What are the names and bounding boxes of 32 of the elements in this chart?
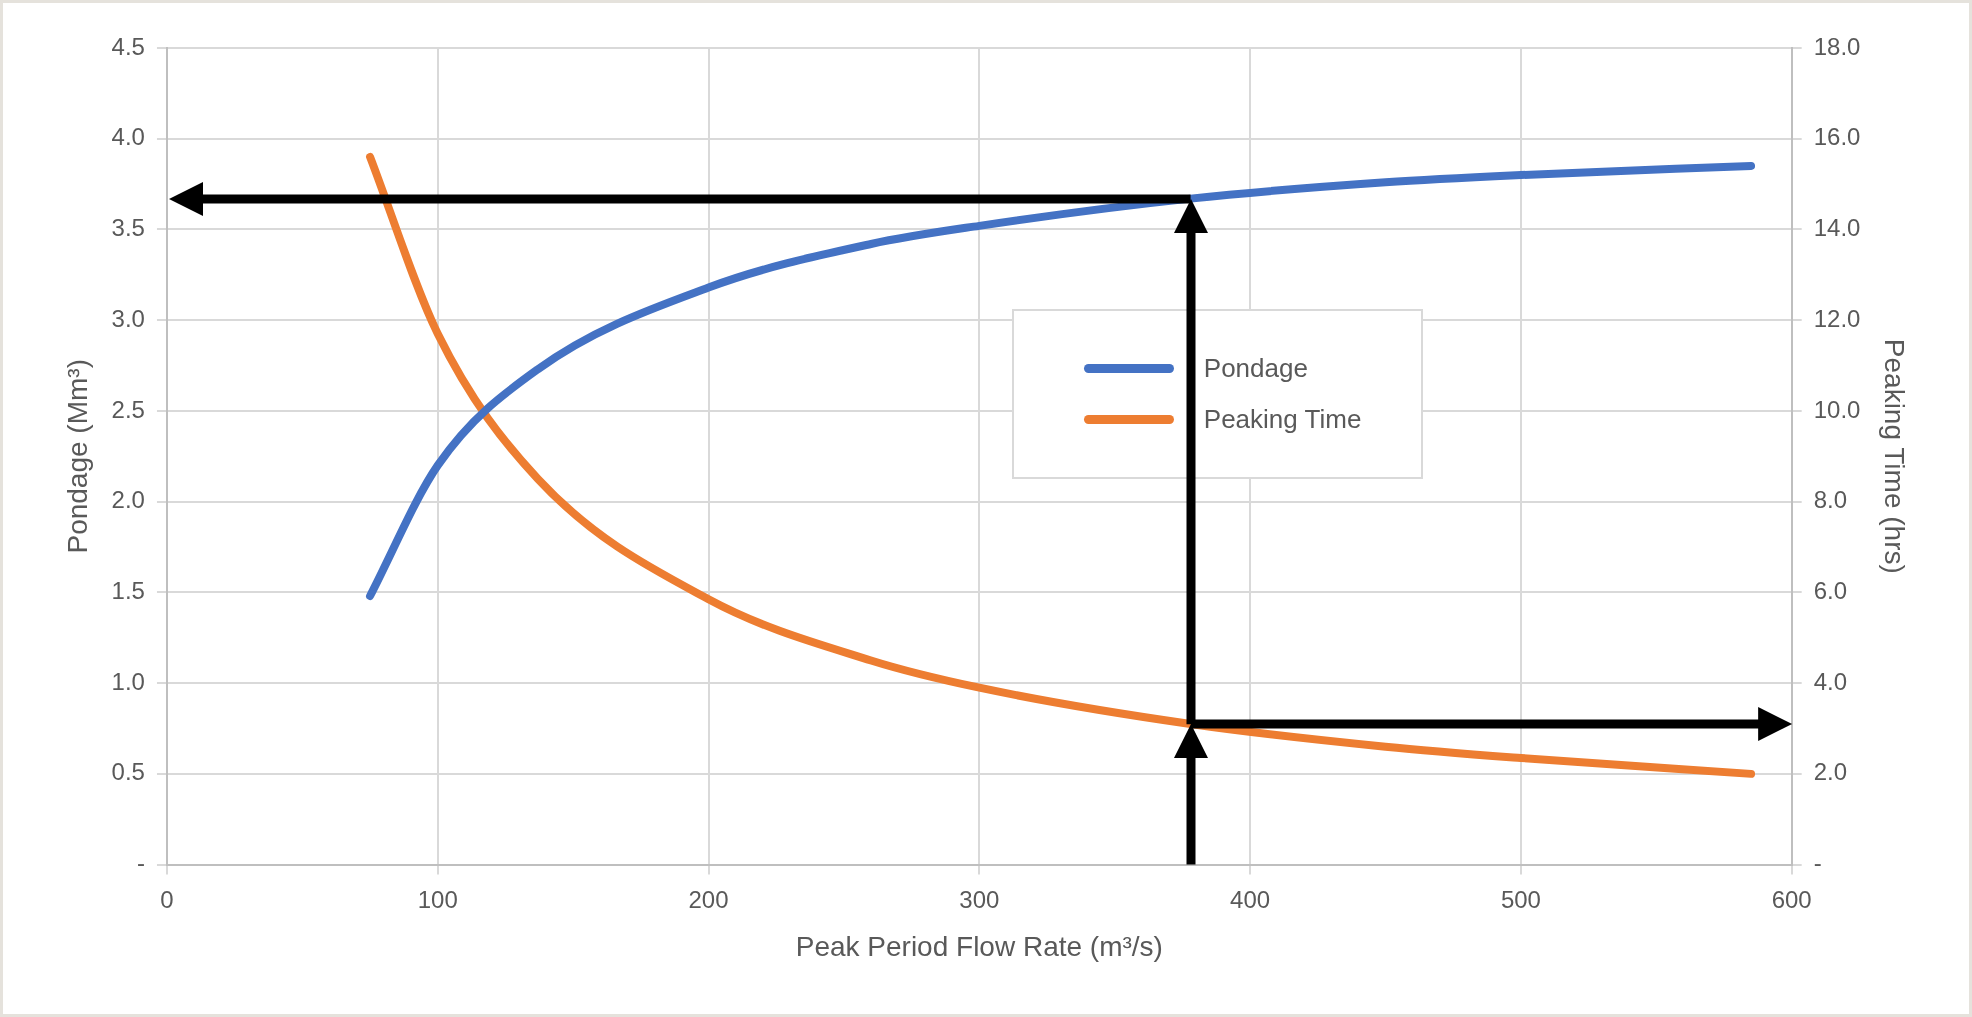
legend-label: Pondage: [1203, 353, 1308, 385]
y2-tick-label: 4.0: [1813, 667, 1848, 695]
y2-tick-label: 16.0: [1813, 123, 1861, 151]
y2-tick-label: 10.0: [1813, 395, 1861, 423]
y2-tick-label: 12.0: [1813, 304, 1861, 332]
legend-label: Peaking Time: [1203, 404, 1362, 436]
y2-tick-label: 6.0: [1813, 577, 1848, 605]
y2-tick-label: 8.0: [1813, 486, 1848, 514]
y-tick-label: 3.5: [111, 214, 145, 242]
y-tick-label: -: [136, 849, 145, 877]
y2-tick-label: 14.0: [1813, 214, 1861, 242]
y-tick-label: 4.5: [111, 32, 145, 60]
x-tick-label: 200: [688, 885, 729, 913]
y2-tick-label: 18.0: [1813, 32, 1861, 60]
y-tick-label: 4.0: [111, 123, 145, 151]
y-axis-title: Pondage (Mm³): [61, 359, 93, 554]
y-tick-label: 0.5: [111, 758, 145, 786]
y-tick-label: 2.5: [111, 395, 145, 423]
y2-tick-label: 2.0: [1813, 758, 1848, 786]
x-tick-label: 300: [959, 885, 1000, 913]
y-tick-label: 1.0: [111, 667, 145, 695]
x-axis-title: Peak Period Flow Rate (m³/s): [795, 930, 1163, 962]
y2-axis-title: Peaking Time (hrs): [1879, 338, 1911, 574]
y-tick-label: 2.0: [111, 486, 145, 514]
y-tick-label: 1.5: [111, 577, 145, 605]
y-tick-label: 3.0: [111, 304, 145, 332]
x-tick-label: 400: [1230, 885, 1271, 913]
x-tick-label: 500: [1500, 885, 1541, 913]
x-tick-label: 100: [417, 885, 458, 913]
y2-tick-label: -: [1813, 849, 1822, 877]
x-tick-label: 600: [1771, 885, 1812, 913]
x-tick-label: 0: [160, 885, 174, 913]
